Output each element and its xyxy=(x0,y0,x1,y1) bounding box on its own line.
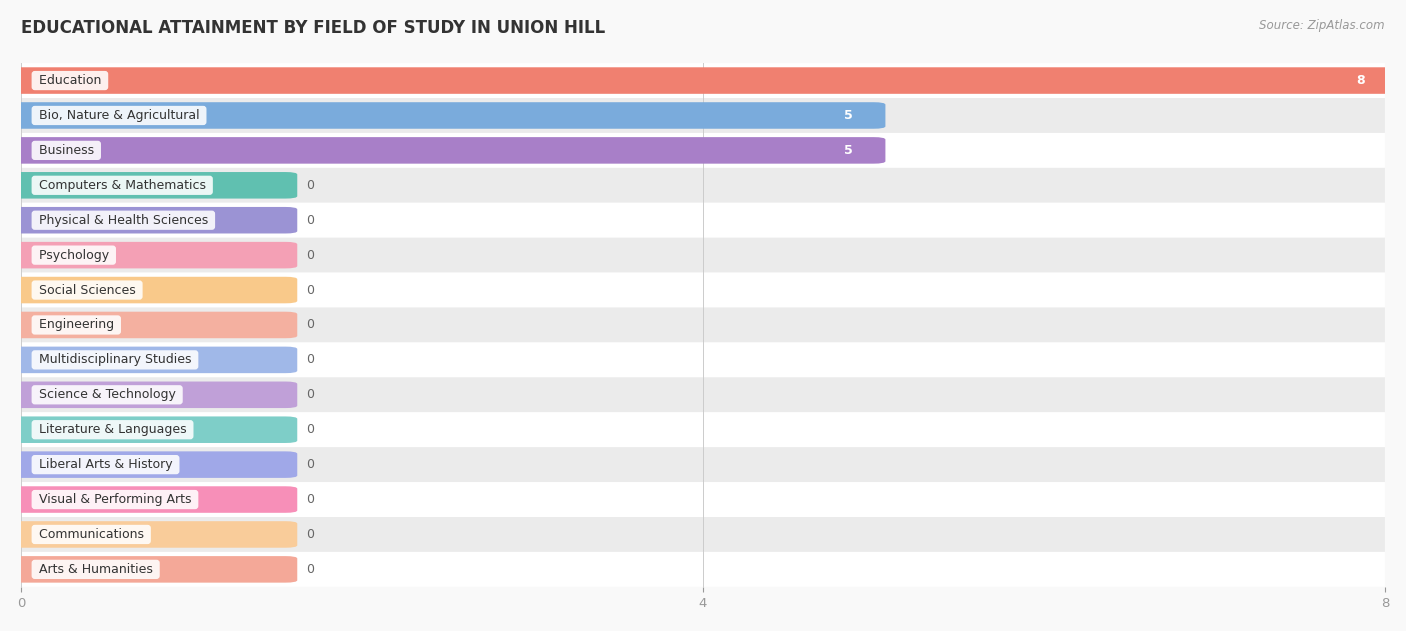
FancyBboxPatch shape xyxy=(10,277,297,304)
Text: 5: 5 xyxy=(844,109,853,122)
FancyBboxPatch shape xyxy=(21,98,1385,133)
Text: 0: 0 xyxy=(305,528,314,541)
FancyBboxPatch shape xyxy=(10,137,886,163)
Text: Literature & Languages: Literature & Languages xyxy=(35,423,190,436)
Text: EDUCATIONAL ATTAINMENT BY FIELD OF STUDY IN UNION HILL: EDUCATIONAL ATTAINMENT BY FIELD OF STUDY… xyxy=(21,19,606,37)
Text: 8: 8 xyxy=(1355,74,1364,87)
FancyBboxPatch shape xyxy=(10,487,297,513)
Text: 0: 0 xyxy=(305,249,314,262)
FancyBboxPatch shape xyxy=(21,203,1385,238)
FancyBboxPatch shape xyxy=(21,552,1385,587)
FancyBboxPatch shape xyxy=(10,102,886,129)
FancyBboxPatch shape xyxy=(10,451,297,478)
Text: Physical & Health Sciences: Physical & Health Sciences xyxy=(35,214,212,227)
Text: 0: 0 xyxy=(305,353,314,367)
FancyBboxPatch shape xyxy=(10,382,297,408)
Text: Psychology: Psychology xyxy=(35,249,112,262)
FancyBboxPatch shape xyxy=(10,556,297,582)
FancyBboxPatch shape xyxy=(10,416,297,443)
Text: Bio, Nature & Agricultural: Bio, Nature & Agricultural xyxy=(35,109,204,122)
FancyBboxPatch shape xyxy=(21,307,1385,343)
FancyBboxPatch shape xyxy=(21,133,1385,168)
Text: Education: Education xyxy=(35,74,105,87)
Text: Computers & Mathematics: Computers & Mathematics xyxy=(35,179,209,192)
FancyBboxPatch shape xyxy=(21,447,1385,482)
Text: Engineering: Engineering xyxy=(35,319,118,331)
Text: Business: Business xyxy=(35,144,98,157)
FancyBboxPatch shape xyxy=(21,63,1385,98)
FancyBboxPatch shape xyxy=(21,168,1385,203)
FancyBboxPatch shape xyxy=(10,312,297,338)
Text: 0: 0 xyxy=(305,493,314,506)
Text: 0: 0 xyxy=(305,319,314,331)
Text: Social Sciences: Social Sciences xyxy=(35,283,139,297)
FancyBboxPatch shape xyxy=(10,242,297,268)
FancyBboxPatch shape xyxy=(21,412,1385,447)
Text: Science & Technology: Science & Technology xyxy=(35,388,180,401)
FancyBboxPatch shape xyxy=(21,482,1385,517)
Text: 0: 0 xyxy=(305,458,314,471)
Text: 0: 0 xyxy=(305,563,314,576)
Text: Visual & Performing Arts: Visual & Performing Arts xyxy=(35,493,195,506)
Text: Liberal Arts & History: Liberal Arts & History xyxy=(35,458,176,471)
FancyBboxPatch shape xyxy=(10,521,297,548)
Text: 5: 5 xyxy=(844,144,853,157)
FancyBboxPatch shape xyxy=(21,238,1385,273)
Text: Arts & Humanities: Arts & Humanities xyxy=(35,563,156,576)
Text: Source: ZipAtlas.com: Source: ZipAtlas.com xyxy=(1260,19,1385,32)
Text: 0: 0 xyxy=(305,283,314,297)
FancyBboxPatch shape xyxy=(21,377,1385,412)
Text: 0: 0 xyxy=(305,423,314,436)
FancyBboxPatch shape xyxy=(21,273,1385,307)
Text: Multidisciplinary Studies: Multidisciplinary Studies xyxy=(35,353,195,367)
Text: 0: 0 xyxy=(305,388,314,401)
Text: 0: 0 xyxy=(305,179,314,192)
Text: Communications: Communications xyxy=(35,528,148,541)
FancyBboxPatch shape xyxy=(10,68,1396,94)
FancyBboxPatch shape xyxy=(21,343,1385,377)
FancyBboxPatch shape xyxy=(10,346,297,373)
FancyBboxPatch shape xyxy=(10,172,297,199)
FancyBboxPatch shape xyxy=(10,207,297,233)
FancyBboxPatch shape xyxy=(21,517,1385,552)
Text: 0: 0 xyxy=(305,214,314,227)
